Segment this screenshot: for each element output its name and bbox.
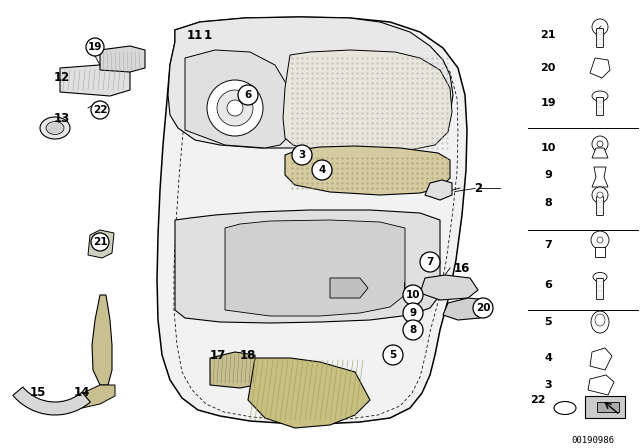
FancyBboxPatch shape <box>596 98 604 116</box>
Circle shape <box>597 237 603 243</box>
Circle shape <box>312 160 332 180</box>
Polygon shape <box>175 210 440 323</box>
Circle shape <box>86 38 104 56</box>
Polygon shape <box>588 375 614 395</box>
Ellipse shape <box>592 91 608 101</box>
Text: 3: 3 <box>544 380 552 390</box>
Polygon shape <box>590 58 610 78</box>
Circle shape <box>383 345 403 365</box>
Text: 18: 18 <box>240 349 256 362</box>
Polygon shape <box>425 180 452 200</box>
Polygon shape <box>285 146 450 195</box>
Text: 7: 7 <box>426 257 434 267</box>
Polygon shape <box>225 220 405 316</box>
Text: 15: 15 <box>30 385 46 399</box>
Polygon shape <box>168 17 453 148</box>
Polygon shape <box>283 50 452 152</box>
Text: 22: 22 <box>531 395 546 405</box>
FancyBboxPatch shape <box>596 197 604 215</box>
Text: 10: 10 <box>540 143 556 153</box>
Circle shape <box>217 90 253 126</box>
Text: 8: 8 <box>410 325 417 335</box>
FancyBboxPatch shape <box>596 279 604 300</box>
Polygon shape <box>60 64 130 96</box>
Polygon shape <box>185 50 290 148</box>
Text: 12: 12 <box>54 70 70 83</box>
Circle shape <box>592 136 608 152</box>
Text: 21: 21 <box>540 30 556 40</box>
Polygon shape <box>78 385 115 408</box>
Polygon shape <box>330 278 368 298</box>
Circle shape <box>292 145 312 165</box>
Text: 19: 19 <box>540 98 556 108</box>
Circle shape <box>91 101 109 119</box>
Text: 16: 16 <box>454 262 470 275</box>
Text: 6: 6 <box>244 90 252 100</box>
Text: 10: 10 <box>406 290 420 300</box>
Text: 00190986: 00190986 <box>572 435 614 444</box>
Text: 13: 13 <box>54 112 70 125</box>
Circle shape <box>420 252 440 272</box>
Text: 22: 22 <box>93 105 108 115</box>
Circle shape <box>592 19 608 35</box>
Text: 1: 1 <box>204 29 212 42</box>
Polygon shape <box>590 348 612 370</box>
Text: 5: 5 <box>389 350 397 360</box>
Circle shape <box>597 141 603 147</box>
Ellipse shape <box>595 314 605 326</box>
Ellipse shape <box>46 121 64 134</box>
Text: 2: 2 <box>474 181 482 194</box>
Polygon shape <box>420 275 478 300</box>
Circle shape <box>473 298 493 318</box>
Text: 20: 20 <box>540 63 556 73</box>
FancyBboxPatch shape <box>597 402 619 412</box>
Text: 5: 5 <box>544 317 552 327</box>
Polygon shape <box>157 17 467 424</box>
Text: 3: 3 <box>298 150 306 160</box>
Text: 4: 4 <box>544 353 552 363</box>
Ellipse shape <box>591 311 609 333</box>
Ellipse shape <box>554 401 576 414</box>
FancyBboxPatch shape <box>596 29 604 47</box>
Polygon shape <box>100 46 145 72</box>
Circle shape <box>597 192 603 198</box>
Polygon shape <box>592 148 608 158</box>
FancyBboxPatch shape <box>585 396 625 418</box>
Circle shape <box>403 285 423 305</box>
Polygon shape <box>248 358 370 428</box>
Circle shape <box>207 80 263 136</box>
Text: 20: 20 <box>476 303 490 313</box>
Circle shape <box>238 85 258 105</box>
Circle shape <box>403 303 423 323</box>
Text: 21: 21 <box>93 237 108 247</box>
Polygon shape <box>13 387 90 415</box>
Text: 6: 6 <box>544 280 552 290</box>
Polygon shape <box>592 167 608 187</box>
Polygon shape <box>595 247 605 257</box>
Ellipse shape <box>40 117 70 139</box>
Polygon shape <box>92 295 112 385</box>
Text: 17: 17 <box>210 349 226 362</box>
Polygon shape <box>443 298 492 320</box>
Text: 9: 9 <box>410 308 417 318</box>
Text: 11: 11 <box>187 29 203 42</box>
Circle shape <box>403 320 423 340</box>
Circle shape <box>227 100 243 116</box>
Text: 9: 9 <box>544 170 552 180</box>
Text: 7: 7 <box>544 240 552 250</box>
Polygon shape <box>88 230 114 258</box>
Text: 8: 8 <box>544 198 552 208</box>
Circle shape <box>591 231 609 249</box>
Text: 4: 4 <box>318 165 326 175</box>
Text: 14: 14 <box>74 385 90 399</box>
Circle shape <box>592 187 608 203</box>
Polygon shape <box>210 352 255 388</box>
Text: 19: 19 <box>88 42 102 52</box>
Circle shape <box>91 233 109 251</box>
Ellipse shape <box>593 272 607 281</box>
